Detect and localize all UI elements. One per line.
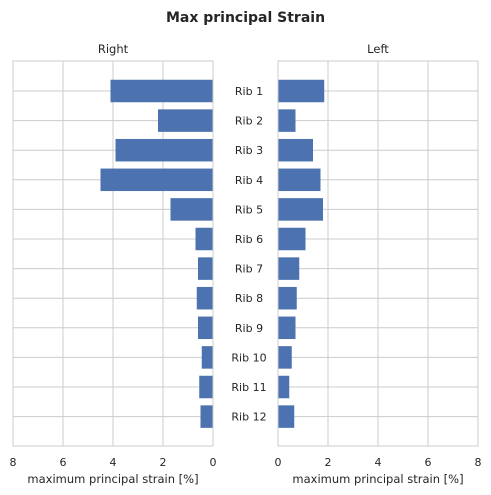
chart-title: Max principal Strain: [166, 10, 325, 26]
left-bar-rib-6: [278, 227, 306, 251]
left-x-tick-label: 4: [375, 456, 382, 469]
category-label: Rib 5: [235, 203, 263, 216]
right-x-tick-label: 4: [110, 456, 117, 469]
left-bar-rib-9: [278, 316, 296, 340]
right-bar-rib-2: [158, 109, 213, 132]
left-x-tick-label: 6: [425, 456, 432, 469]
left-bar-rib-8: [278, 286, 297, 310]
category-label: Rib 12: [231, 411, 266, 424]
left-bar-rib-3: [278, 138, 313, 162]
left-bar-rib-12: [278, 405, 295, 428]
left-panel-grid: [277, 61, 479, 446]
right-bar-rib-12: [200, 405, 213, 428]
left-panel-xlabel: maximum principal strain [%]: [292, 472, 463, 486]
left-panel-tick-labels: 0 2 4 6 8: [275, 456, 482, 469]
left-panel-bars: [278, 79, 325, 428]
category-label: Rib 4: [235, 174, 263, 187]
right-bar-rib-6: [195, 227, 213, 251]
right-bar-rib-1: [110, 79, 213, 103]
right-panel-frame: [12, 60, 214, 447]
right-panel-subtitle: Right: [98, 42, 129, 56]
right-panel-tick-labels: 8 6 4 2 0: [10, 456, 217, 469]
category-label: Rib 7: [235, 263, 263, 276]
left-panel-subtitle: Left: [367, 42, 389, 56]
category-label: Rib 11: [231, 381, 266, 394]
right-panel-xlabel: maximum principal strain [%]: [27, 472, 198, 486]
left-bar-rib-5: [278, 198, 323, 221]
right-x-tick-label: 2: [160, 456, 167, 469]
left-bar-rib-4: [278, 168, 321, 192]
category-label: Rib 3: [235, 144, 263, 157]
left-bar-rib-1: [278, 79, 325, 103]
right-bar-rib-5: [170, 198, 213, 221]
category-label: Rib 10: [231, 351, 266, 364]
right-bar-rib-7: [198, 257, 213, 280]
rib-category-labels: Rib 1 Rib 2 Rib 3 Rib 4 Rib 5 Rib 6 Rib 7 Rib 8…: [231, 85, 266, 424]
right-panel-bars: [100, 79, 213, 428]
right-x-tick-label: 0: [210, 456, 217, 469]
right-x-tick-label: 8: [10, 456, 17, 469]
left-bar-rib-2: [278, 109, 296, 132]
category-label: Rib 2: [235, 115, 263, 128]
left-bar-rib-11: [278, 375, 290, 399]
right-panel: Right 8 6 4 2 0 maximum principal strain [%]: [10, 42, 217, 486]
category-label: Rib 6: [235, 233, 263, 246]
category-label: Rib 1: [235, 85, 263, 98]
category-label: Rib 9: [235, 322, 263, 335]
right-bar-rib-3: [115, 138, 213, 162]
right-bar-rib-9: [198, 316, 213, 340]
right-bar-rib-8: [196, 286, 213, 310]
left-bar-rib-7: [278, 257, 300, 280]
category-label: Rib 8: [235, 292, 263, 305]
right-bar-rib-10: [201, 346, 213, 369]
left-x-tick-label: 0: [275, 456, 282, 469]
left-bar-rib-10: [278, 346, 292, 369]
left-x-tick-label: 2: [325, 456, 332, 469]
left-x-tick-label: 8: [475, 456, 482, 469]
right-bar-rib-4: [100, 168, 213, 192]
right-x-tick-label: 6: [60, 456, 67, 469]
left-panel: Left 0 2 4 6 8 maximum principal strain [%]: [275, 42, 482, 486]
left-panel-frame: [277, 60, 479, 447]
right-bar-rib-11: [199, 375, 213, 399]
